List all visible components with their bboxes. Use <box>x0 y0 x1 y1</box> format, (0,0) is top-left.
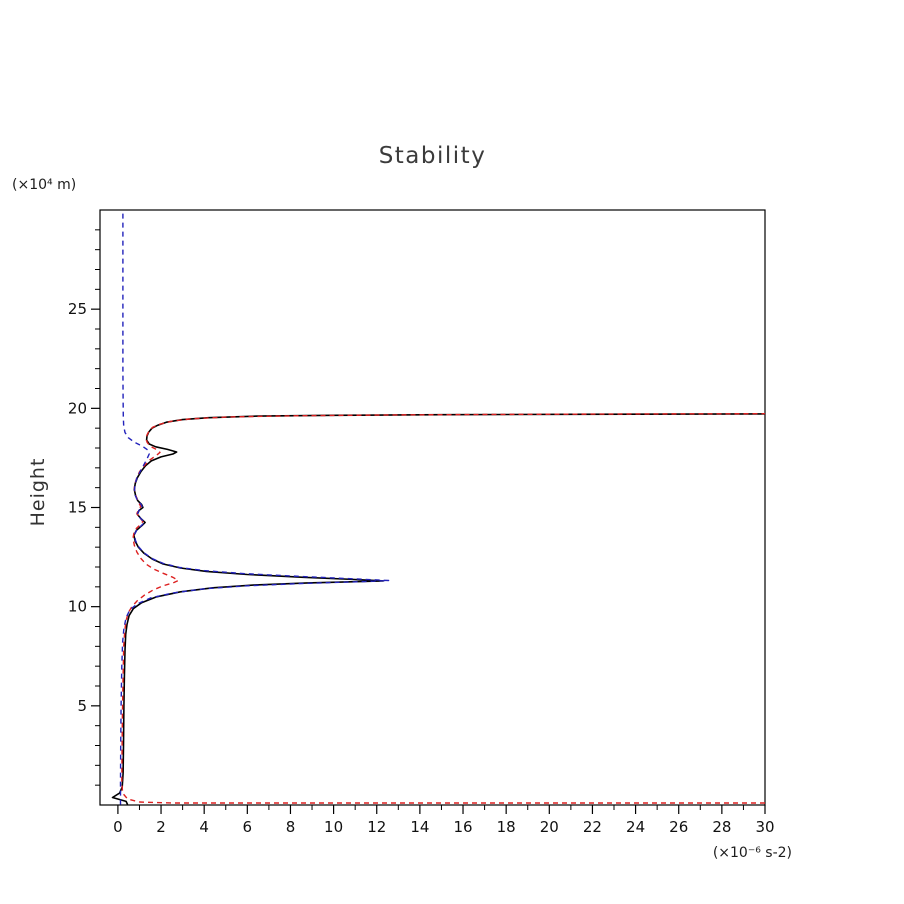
chart-title: Stability <box>378 143 487 169</box>
x-tick-label: 18 <box>497 818 516 836</box>
series-dashed-red <box>121 413 766 804</box>
y-tick-label: 25 <box>68 300 87 318</box>
plot-frame <box>99 209 766 806</box>
x-tick-label: 0 <box>113 818 123 836</box>
x-tick-label: 6 <box>243 818 253 836</box>
x-tick-label: 30 <box>755 818 774 836</box>
x-tick-label: 8 <box>286 818 296 836</box>
x-tick-label: 10 <box>324 818 343 836</box>
x-tick-label: 4 <box>199 818 209 836</box>
x-tick-label: 26 <box>669 818 688 836</box>
x-tick-label: 2 <box>156 818 166 836</box>
y-tick-label: 15 <box>68 499 87 517</box>
x-axis-unit-label: (×10⁻⁶ s-2) <box>712 845 792 861</box>
y-axis-unit-label: (×10⁴ m) <box>12 177 77 193</box>
y-tick-label: 10 <box>68 598 87 616</box>
x-tick-label: 14 <box>410 818 429 836</box>
x-tick-label: 12 <box>367 818 386 836</box>
x-tick-label: 28 <box>712 818 731 836</box>
series-dashed-blue <box>119 210 390 805</box>
y-tick-label: 20 <box>68 399 87 417</box>
x-tick-label: 16 <box>453 818 472 836</box>
y-tick-label: 5 <box>77 697 87 715</box>
x-tick-label: 20 <box>540 818 559 836</box>
series-solid-black <box>111 413 766 805</box>
x-tick-label: 24 <box>626 818 645 836</box>
x-tick-label: 22 <box>583 818 602 836</box>
